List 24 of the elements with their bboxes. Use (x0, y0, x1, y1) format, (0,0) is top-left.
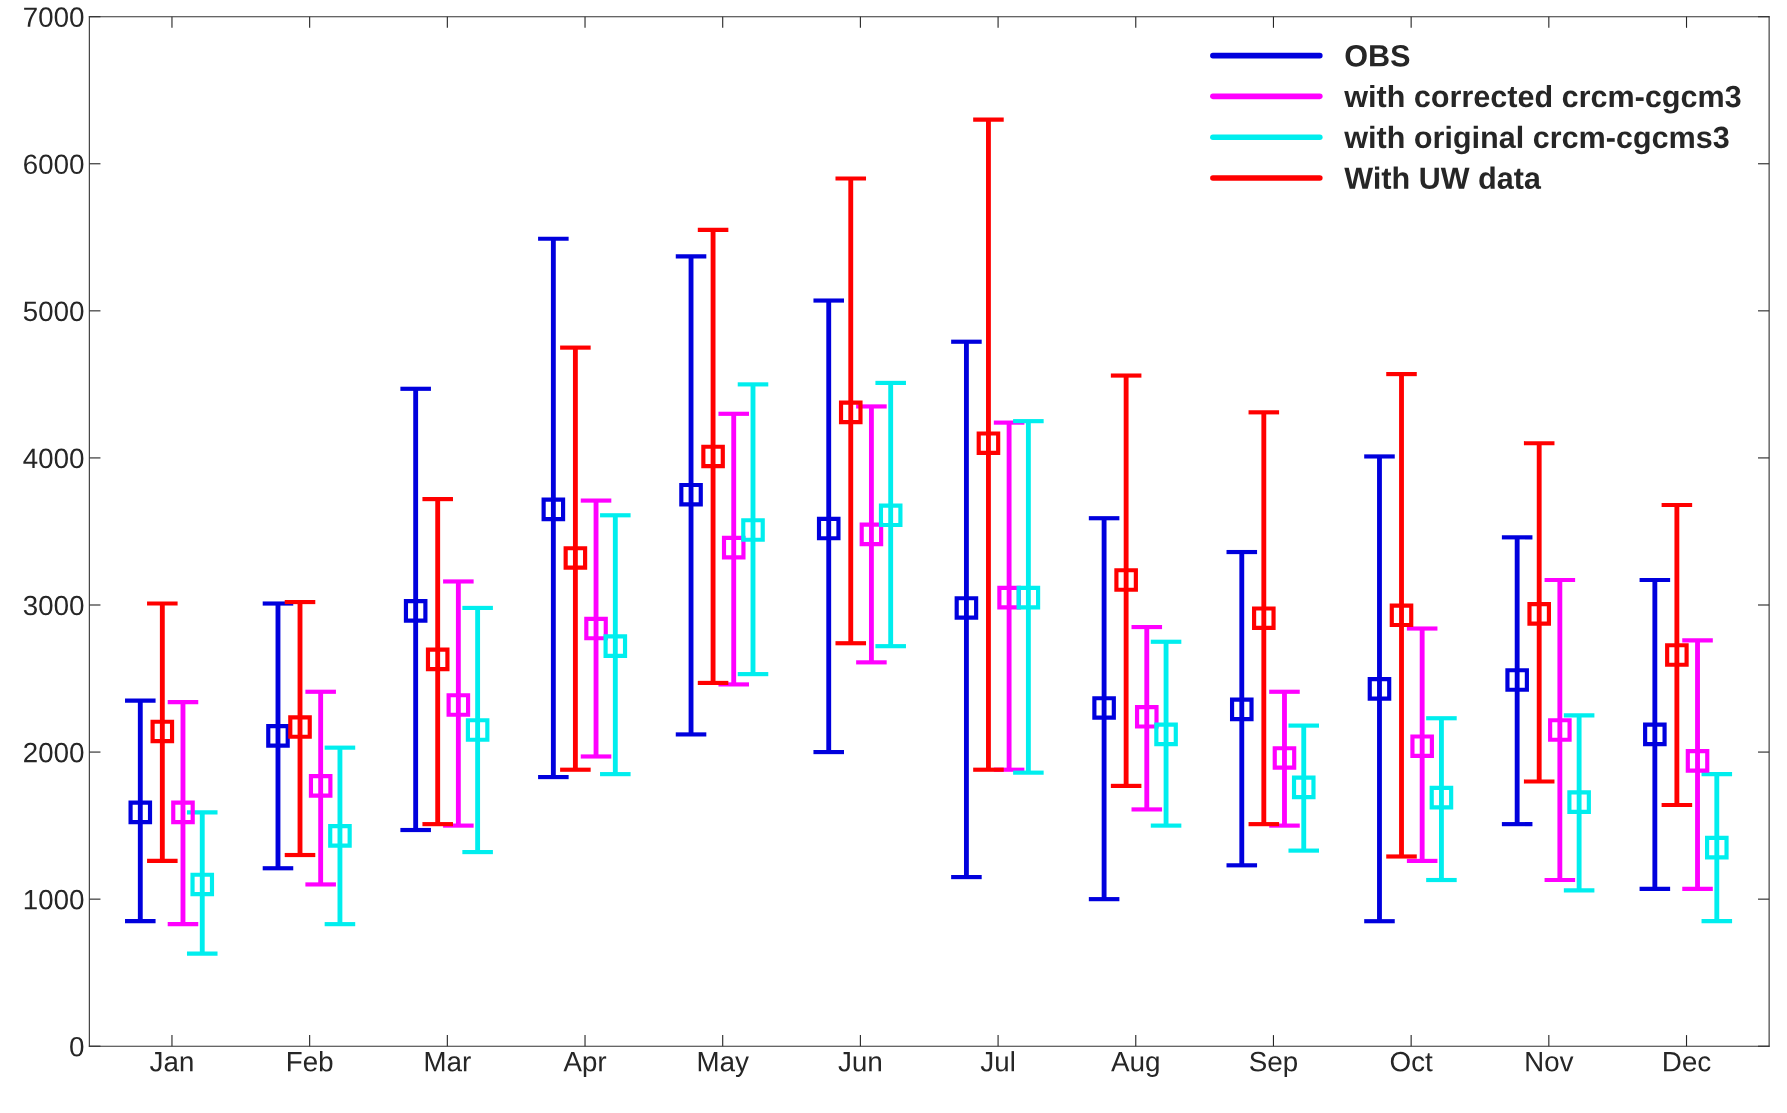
x-tick-label: Dec (1664, 1052, 1711, 1072)
x-tick-label: Aug (1111, 1052, 1159, 1077)
x-tick-label: Nov (1526, 1052, 1574, 1072)
legend-label: with original crcm-cgcms3 (1344, 125, 1729, 155)
x-tick-label: Jun (838, 1052, 881, 1072)
y-tick-label: 5000 (23, 301, 84, 322)
x-tick-label: Jan (150, 1052, 193, 1072)
y-tick-label: 4000 (23, 448, 84, 469)
y-tick-label: 0 (70, 1036, 84, 1057)
y-tick-label: 6000 (24, 154, 84, 175)
legend-label: With UW data (1344, 166, 1542, 190)
x-tick-label: Oct (1390, 1051, 1433, 1072)
legend-label: OBS (1345, 45, 1410, 67)
legend-label: with corrected crcm-cgcm3 (1344, 84, 1741, 114)
y-tick-label: 7000 (24, 7, 84, 28)
x-tick-label: Apr (563, 1052, 607, 1077)
x-tick-label: Mar (425, 1052, 471, 1072)
x-tick-label: Jul (980, 1051, 1014, 1072)
y-tick-label: 2000 (24, 742, 84, 763)
y-tick-label: 1000 (24, 889, 84, 910)
x-tick-label: May (698, 1052, 749, 1077)
y-tick-label: 3000 (23, 595, 84, 616)
x-tick-label: Feb (288, 1051, 333, 1072)
x-tick-label: Sep (1250, 1051, 1298, 1077)
